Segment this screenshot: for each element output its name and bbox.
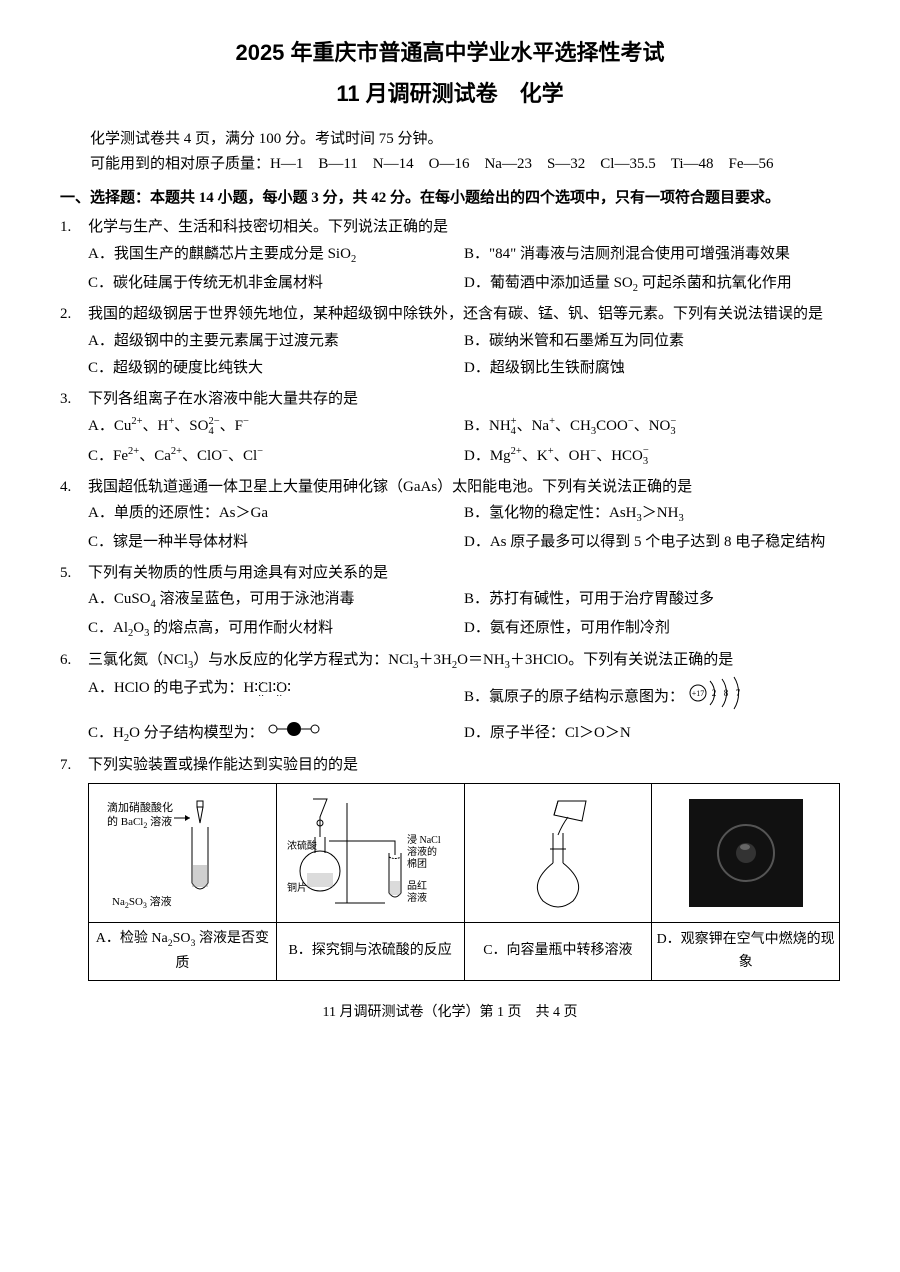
expt-cell-B-img: 浓硫酸 铜片 浸 NaCl 溶液的 棉团 品红 溶液 (276, 783, 464, 922)
question-2: 2. 我国的超级钢居于世界领先地位，某种超级钢中除铁外，还含有碳、锰、钒、铝等元… (60, 302, 840, 328)
experiment-table: 滴加硝酸酸化 的 BaCl2 溶液 Na2SO3 溶液 (88, 783, 840, 981)
title-sub: 11 月调研测试卷 化学 (60, 75, 840, 112)
apparatus-d-icon (681, 793, 811, 913)
q6-num: 6. (60, 648, 88, 675)
q2-opt-C: C．超级钢的硬度比纯铁大 (88, 355, 464, 383)
svg-text:浸 NaCl: 浸 NaCl (407, 834, 441, 846)
section-head: 一、选择题：本题共 14 小题，每小题 3 分，共 42 分。在每小题给出的四个… (60, 186, 840, 212)
q4-opt-B: B．氢化物的稳定性：AsH3＞NH3 (464, 500, 840, 529)
h2o-model-icon (267, 721, 321, 747)
svg-text:+17: +17 (692, 689, 705, 698)
question-6: 6. 三氯化氮（NCl3）与水反应的化学方程式为：NCl3＋3H2O＝NH3＋3… (60, 648, 840, 675)
q2-opt-B: B．碳纳米管和石墨烯互为同位素 (464, 328, 840, 356)
q1-num: 1. (60, 215, 88, 241)
q6-opt-B: B．氯原子的原子结构示意图为： +17 2 8 7 (464, 675, 840, 721)
expt-cell-A-text: A．检验 Na2SO3 溶液是否变质 (89, 922, 277, 980)
q4-stem: 我国超低轨道遥通一体卫星上大量使用砷化镓（GaAs）太阳能电池。下列有关说法正确… (88, 475, 840, 501)
q3-opt-B: B．NH+4、Na+、CH3COO−、NO−3 (464, 412, 840, 442)
q3-options: A．Cu2+、H+、SO2−4、F− B．NH+4、Na+、CH3COO−、NO… (88, 412, 840, 470)
q5-opt-A: A．CuSO4 溶液呈蓝色，可用于泳池消毒 (88, 586, 464, 615)
q5-stem: 下列有关物质的性质与用途具有对应关系的是 (88, 561, 840, 587)
q6-opt-D: D．原子半径：Cl＞O＞N (464, 720, 840, 749)
page-footer: 11 月调研测试卷（化学）第 1 页 共 4 页 (60, 1001, 840, 1025)
svg-text:溶液的: 溶液的 (407, 845, 437, 858)
svg-text:棉团: 棉团 (407, 857, 427, 870)
q3-stem: 下列各组离子在水溶液中能大量共存的是 (88, 387, 840, 413)
q6-opt-C: C．H2O 分子结构模型为： (88, 720, 464, 749)
q2-stem: 我国的超级钢居于世界领先地位，某种超级钢中除铁外，还含有碳、锰、钒、铝等元素。下… (88, 302, 840, 328)
q5-opt-B: B．苏打有碱性，可用于治疗胃酸过多 (464, 586, 840, 615)
title-main: 2025 年重庆市普通高中学业水平选择性考试 (60, 34, 840, 71)
q4-opt-A: A．单质的还原性：As＞Ga (88, 500, 464, 529)
q1-opt-A: A．我国生产的麒麟芯片主要成分是 SiO2 (88, 241, 464, 270)
svg-text:铜片: 铜片 (287, 881, 307, 894)
q4-num: 4. (60, 475, 88, 501)
q1-opt-D: D．葡萄酒中添加适量 SO2 可起杀菌和抗氧化作用 (464, 270, 840, 299)
svg-text:溶液: 溶液 (407, 891, 427, 904)
q4-options: A．单质的还原性：As＞Ga B．氢化物的稳定性：AsH3＞NH3 C．镓是一种… (88, 500, 840, 556)
q4-opt-C: C．镓是一种半导体材料 (88, 529, 464, 557)
q6-options: A．HClO 的电子式为：H∶Cl‥‥∶O‥‥∶ B．氯原子的原子结构示意图为：… (88, 675, 840, 750)
svg-text:8: 8 (724, 688, 729, 698)
q5-num: 5. (60, 561, 88, 587)
q3-num: 3. (60, 387, 88, 413)
atom-structure-icon: +17 2 8 7 (688, 676, 752, 720)
q7-num: 7. (60, 753, 88, 779)
q1-opt-B: B．"84" 消毒液与洁厕剂混合使用可增强消毒效果 (464, 241, 840, 270)
svg-text:Na2SO3 溶液: Na2SO3 溶液 (112, 894, 172, 910)
expt-cell-D-img (652, 783, 840, 922)
intro-line1: 化学测试卷共 4 页，满分 100 分。考试时间 75 分钟。 (60, 127, 840, 153)
question-5: 5. 下列有关物质的性质与用途具有对应关系的是 (60, 561, 840, 587)
q6-opt-A: A．HClO 的电子式为：H∶Cl‥‥∶O‥‥∶ (88, 675, 464, 721)
q5-opt-D: D．氨有还原性，可用作制冷剂 (464, 615, 840, 644)
expt-cell-B-text: B．探究铜与浓硫酸的反应 (276, 922, 464, 980)
q1-stem: 化学与生产、生活和科技密切相关。下列说法正确的是 (88, 215, 840, 241)
q3-opt-A: A．Cu2+、H+、SO2−4、F− (88, 412, 464, 442)
q4-opt-D: D．As 原子最多可以得到 5 个电子达到 8 电子稳定结构 (464, 529, 840, 557)
svg-text:品红: 品红 (407, 879, 427, 892)
expt-cell-C-text: C．向容量瓶中转移溶液 (464, 922, 652, 980)
apparatus-c-icon (498, 793, 618, 913)
q2-opt-D: D．超级钢比生铁耐腐蚀 (464, 355, 840, 383)
q2-num: 2. (60, 302, 88, 328)
q5-options: A．CuSO4 溶液呈蓝色，可用于泳池消毒 B．苏打有碱性，可用于治疗胃酸过多 … (88, 586, 840, 644)
question-4: 4. 我国超低轨道遥通一体卫星上大量使用砷化镓（GaAs）太阳能电池。下列有关说… (60, 475, 840, 501)
question-1: 1. 化学与生产、生活和科技密切相关。下列说法正确的是 (60, 215, 840, 241)
q3-opt-D: D．Mg2+、K+、OH−、HCO−3 (464, 442, 840, 471)
expt-cell-D-text: D．观察钾在空气中燃烧的现象 (652, 922, 840, 980)
svg-text:7: 7 (736, 688, 741, 698)
q6-stem: 三氯化氮（NCl3）与水反应的化学方程式为：NCl3＋3H2O＝NH3＋3HCl… (88, 648, 840, 675)
q3-opt-C: C．Fe2+、Ca2+、ClO−、Cl− (88, 442, 464, 471)
q1-options: A．我国生产的麒麟芯片主要成分是 SiO2 B．"84" 消毒液与洁厕剂混合使用… (88, 241, 840, 299)
q1-opt-C: C．碳化硅属于传统无机非金属材料 (88, 270, 464, 299)
question-7: 7. 下列实验装置或操作能达到实验目的的是 (60, 753, 840, 779)
apparatus-a-icon: 滴加硝酸酸化 的 BaCl2 溶液 Na2SO3 溶液 (102, 793, 262, 913)
expt-cell-A-img: 滴加硝酸酸化 的 BaCl2 溶液 Na2SO3 溶液 (89, 783, 277, 922)
q7-stem: 下列实验装置或操作能达到实验目的的是 (88, 753, 840, 779)
apparatus-b-icon: 浓硫酸 铜片 浸 NaCl 溶液的 棉团 品红 溶液 (285, 793, 455, 913)
question-3: 3. 下列各组离子在水溶液中能大量共存的是 (60, 387, 840, 413)
expt-cell-C-img (464, 783, 652, 922)
svg-text:滴加硝酸酸化: 滴加硝酸酸化 (107, 800, 173, 814)
svg-text:的 BaCl2 溶液: 的 BaCl2 溶液 (107, 814, 172, 830)
svg-text:浓硫酸: 浓硫酸 (287, 839, 317, 852)
q2-options: A．超级钢中的主要元素属于过渡元素 B．碳纳米管和石墨烯互为同位素 C．超级钢的… (88, 328, 840, 383)
q5-opt-C: C．Al2O3 的熔点高，可用作耐火材料 (88, 615, 464, 644)
intro-line2: 可能用到的相对原子质量：H—1 B—11 N—14 O—16 Na—23 S—3… (60, 152, 840, 178)
svg-text:2: 2 (712, 688, 717, 698)
q2-opt-A: A．超级钢中的主要元素属于过渡元素 (88, 328, 464, 356)
